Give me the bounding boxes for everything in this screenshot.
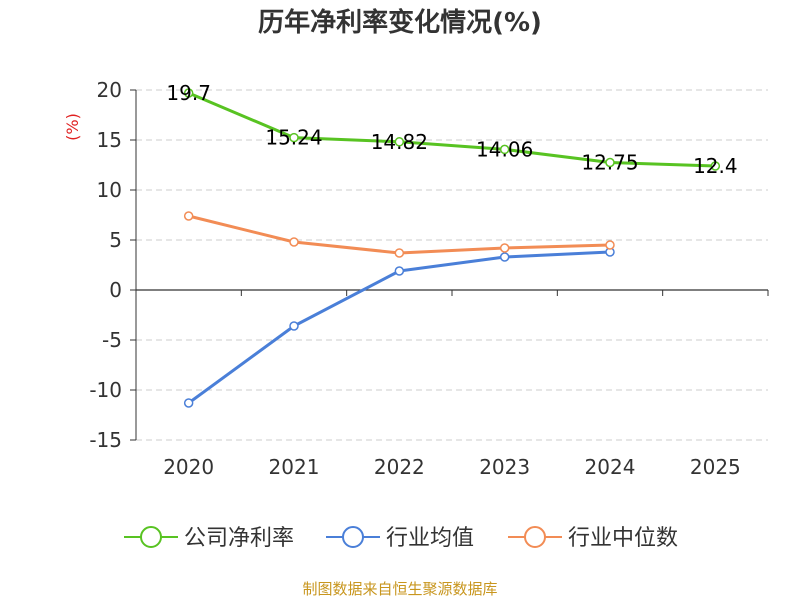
legend-item-2[interactable]: 行业中位数 xyxy=(508,526,678,551)
series-line-0 xyxy=(188,91,716,168)
data-label: 12.4 xyxy=(693,154,738,178)
data-point xyxy=(394,137,405,147)
chart-title: 历年净利率变化情况(%) xyxy=(258,8,542,38)
data-point xyxy=(183,398,194,408)
legend-marker xyxy=(524,526,546,548)
source-note: 制图数据来自恒生聚源数据库 xyxy=(302,580,498,598)
data-point xyxy=(499,243,510,253)
data-labels: 19.7 15.24 14.82 14.06 12.75 12.4 xyxy=(166,81,737,178)
y-axis-label: (%) xyxy=(63,113,82,141)
legend-label: 行业均值 xyxy=(386,526,474,551)
legend-label: 公司净利率 xyxy=(184,526,294,551)
data-point xyxy=(394,248,405,258)
x-tick-label: 2023 xyxy=(479,455,530,479)
grid-lines xyxy=(136,89,768,441)
series-lines xyxy=(183,88,721,408)
x-tick-label: 2020 xyxy=(163,455,214,479)
x-tick-label: 2024 xyxy=(585,455,636,479)
y-tick-label: 15 xyxy=(97,128,122,152)
legend-item-0[interactable]: 公司净利率 xyxy=(124,526,294,551)
legend: 公司净利率 行业均值 行业中位数 xyxy=(124,526,678,551)
y-tick-label: -10 xyxy=(89,378,122,402)
data-label: 14.82 xyxy=(371,130,428,154)
data-point xyxy=(289,237,299,247)
data-point xyxy=(499,252,510,262)
data-point xyxy=(710,161,721,171)
data-point xyxy=(394,266,405,276)
legend-marker xyxy=(140,526,162,548)
y-tick-label: -5 xyxy=(102,328,122,352)
series-line-2 xyxy=(188,214,611,255)
x-tick-label: 2021 xyxy=(269,455,320,479)
y-tick-label: 5 xyxy=(109,228,122,252)
data-label: 19.7 xyxy=(166,81,211,105)
data-point xyxy=(499,144,510,155)
data-label: 12.75 xyxy=(581,151,638,175)
data-point xyxy=(183,88,194,98)
x-tick-label: 2022 xyxy=(374,455,425,479)
y-tick-label: -15 xyxy=(89,428,122,452)
data-label: 14.06 xyxy=(476,137,533,161)
legend-item-1[interactable]: 行业均值 xyxy=(326,526,474,551)
y-tick-label: 20 xyxy=(97,78,122,102)
data-point xyxy=(605,157,615,168)
data-point xyxy=(289,321,299,331)
y-tick-label: 10 xyxy=(97,178,122,202)
axes: 20 15 10 5 0 -5 -10 -15 (%) 2020 2021 2022 2023 2024 2… xyxy=(63,78,769,479)
data-point xyxy=(183,211,194,221)
legend-label: 行业中位数 xyxy=(568,526,678,551)
data-point xyxy=(289,132,299,143)
legend-marker xyxy=(342,526,364,548)
y-tick-label: 0 xyxy=(109,278,122,302)
x-tick-label: 2025 xyxy=(690,455,741,479)
data-point xyxy=(605,240,615,250)
data-label: 15.24 xyxy=(265,126,322,150)
